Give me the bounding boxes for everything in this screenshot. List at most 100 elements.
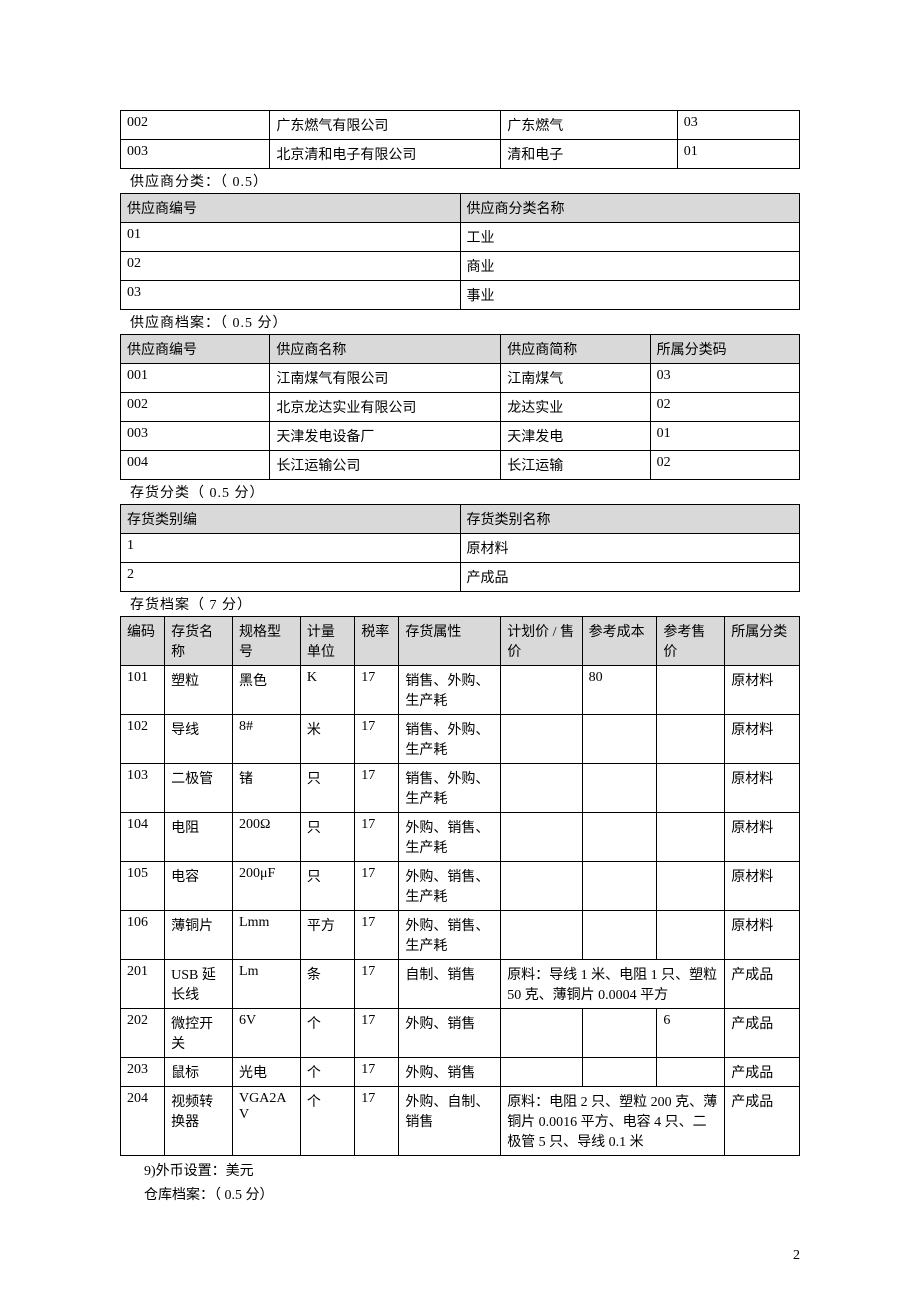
cell: [657, 666, 725, 715]
col-header: 存货类别名称: [460, 505, 800, 534]
cell: [582, 813, 657, 862]
cell: 天津发电设备厂: [270, 422, 501, 451]
table-row: 103二极管锗只17销售、外购、生产耗原材料: [121, 764, 800, 813]
supplier-class-label: 供应商分类：（ 0.5）: [130, 171, 800, 191]
cell: 北京龙达实业有限公司: [270, 393, 501, 422]
cell: 204: [121, 1087, 165, 1156]
cell: 03: [121, 281, 461, 310]
cell: 原材料: [725, 764, 800, 813]
cell: [582, 1058, 657, 1087]
table-row: 201USB 延长线Lm条17自制、销售原料：导线 1 米、电阻 1 只、塑粒 …: [121, 960, 800, 1009]
cell: [501, 911, 582, 960]
table-row: 02商业: [121, 252, 800, 281]
table-row: 105电容200μF只17外购、销售、生产耗原材料: [121, 862, 800, 911]
cell: 02: [650, 451, 799, 480]
cell: 个: [300, 1009, 354, 1058]
cell: [501, 666, 582, 715]
cell: 龙达实业: [501, 393, 650, 422]
cell: [657, 813, 725, 862]
cell: 02: [650, 393, 799, 422]
cell: 02: [121, 252, 461, 281]
cell: [582, 862, 657, 911]
col-header: 供应商名称: [270, 335, 501, 364]
cell: 黑色: [233, 666, 301, 715]
prior-table: 002广东燃气有限公司广东燃气03003北京清和电子有限公司清和电子01: [120, 110, 800, 169]
cell: 17: [355, 911, 399, 960]
cell: 原材料: [725, 715, 800, 764]
cell: 电容: [165, 862, 233, 911]
cell: 产成品: [460, 563, 800, 592]
cell: 外购、销售: [399, 1009, 501, 1058]
cell: 微控开关: [165, 1009, 233, 1058]
cell: [657, 715, 725, 764]
table-row: 003天津发电设备厂天津发电01: [121, 422, 800, 451]
cell: 工业: [460, 223, 800, 252]
supplier-class-table: 供应商编号供应商分类名称 01工业02商业03事业: [120, 193, 800, 310]
cell: 外购、销售、生产耗: [399, 911, 501, 960]
cell: 203: [121, 1058, 165, 1087]
cell: 销售、外购、生产耗: [399, 715, 501, 764]
cell: 003: [121, 422, 270, 451]
cell: 鼠标: [165, 1058, 233, 1087]
cell: [657, 862, 725, 911]
cell: 原材料: [725, 666, 800, 715]
cell: 17: [355, 1058, 399, 1087]
table-row: 004长江运输公司长江运输02: [121, 451, 800, 480]
table-row: 002广东燃气有限公司广东燃气03: [121, 111, 800, 140]
col-header: 供应商简称: [501, 335, 650, 364]
cell: 17: [355, 715, 399, 764]
col-header: 参考成本: [582, 617, 657, 666]
cell: [501, 1058, 582, 1087]
cell: [501, 862, 582, 911]
page-number: 2: [793, 1248, 800, 1264]
cell: 广东燃气: [501, 111, 678, 140]
col-header: 税率: [355, 617, 399, 666]
cell: Lmm: [233, 911, 301, 960]
cell: 薄铜片: [165, 911, 233, 960]
cell: 长江运输: [501, 451, 650, 480]
cell: 导线: [165, 715, 233, 764]
table-row: 106薄铜片Lmm平方17外购、销售、生产耗原材料: [121, 911, 800, 960]
table-row: 102导线8#米17销售、外购、生产耗原材料: [121, 715, 800, 764]
cell: 200μF: [233, 862, 301, 911]
col-header: 供应商分类名称: [460, 194, 800, 223]
table-row: 104电阻200Ω只17外购、销售、生产耗原材料: [121, 813, 800, 862]
col-header: 所属分类码: [650, 335, 799, 364]
cell: 外购、销售、生产耗: [399, 862, 501, 911]
table-row: 003北京清和电子有限公司清和电子01: [121, 140, 800, 169]
cell: 个: [300, 1058, 354, 1087]
cell: 原材料: [725, 813, 800, 862]
col-header: 计划价 / 售价: [501, 617, 582, 666]
col-header: 参考售价: [657, 617, 725, 666]
cell: 销售、外购、生产耗: [399, 666, 501, 715]
cell: 202: [121, 1009, 165, 1058]
cell: 01: [650, 422, 799, 451]
cell: 03: [677, 111, 799, 140]
table-row: 01工业: [121, 223, 800, 252]
cell: 视频转换器: [165, 1087, 233, 1156]
col-header: 所属分类: [725, 617, 800, 666]
cell: 200Ω: [233, 813, 301, 862]
cell: 原材料: [725, 911, 800, 960]
cell: 只: [300, 764, 354, 813]
cell: [501, 813, 582, 862]
cell: 销售、外购、生产耗: [399, 764, 501, 813]
col-header: 存货类别编: [121, 505, 461, 534]
cell: 长江运输公司: [270, 451, 501, 480]
cell: 光电: [233, 1058, 301, 1087]
supplier-file-table: 供应商编号供应商名称供应商简称所属分类码 001江南煤气有限公司江南煤气0300…: [120, 334, 800, 480]
cell: 只: [300, 813, 354, 862]
cell: 103: [121, 764, 165, 813]
cell: 平方: [300, 911, 354, 960]
cell: 个: [300, 1087, 354, 1156]
cell: 电阻: [165, 813, 233, 862]
table-row: 002北京龙达实业有限公司龙达实业02: [121, 393, 800, 422]
cell: 事业: [460, 281, 800, 310]
cell: 01: [677, 140, 799, 169]
cell: VGA2AV: [233, 1087, 301, 1156]
cell: 17: [355, 862, 399, 911]
table-row: 2产成品: [121, 563, 800, 592]
table-row: 101塑粒黑色K17销售、外购、生产耗80原材料: [121, 666, 800, 715]
cell: [657, 764, 725, 813]
cell: 江南煤气有限公司: [270, 364, 501, 393]
